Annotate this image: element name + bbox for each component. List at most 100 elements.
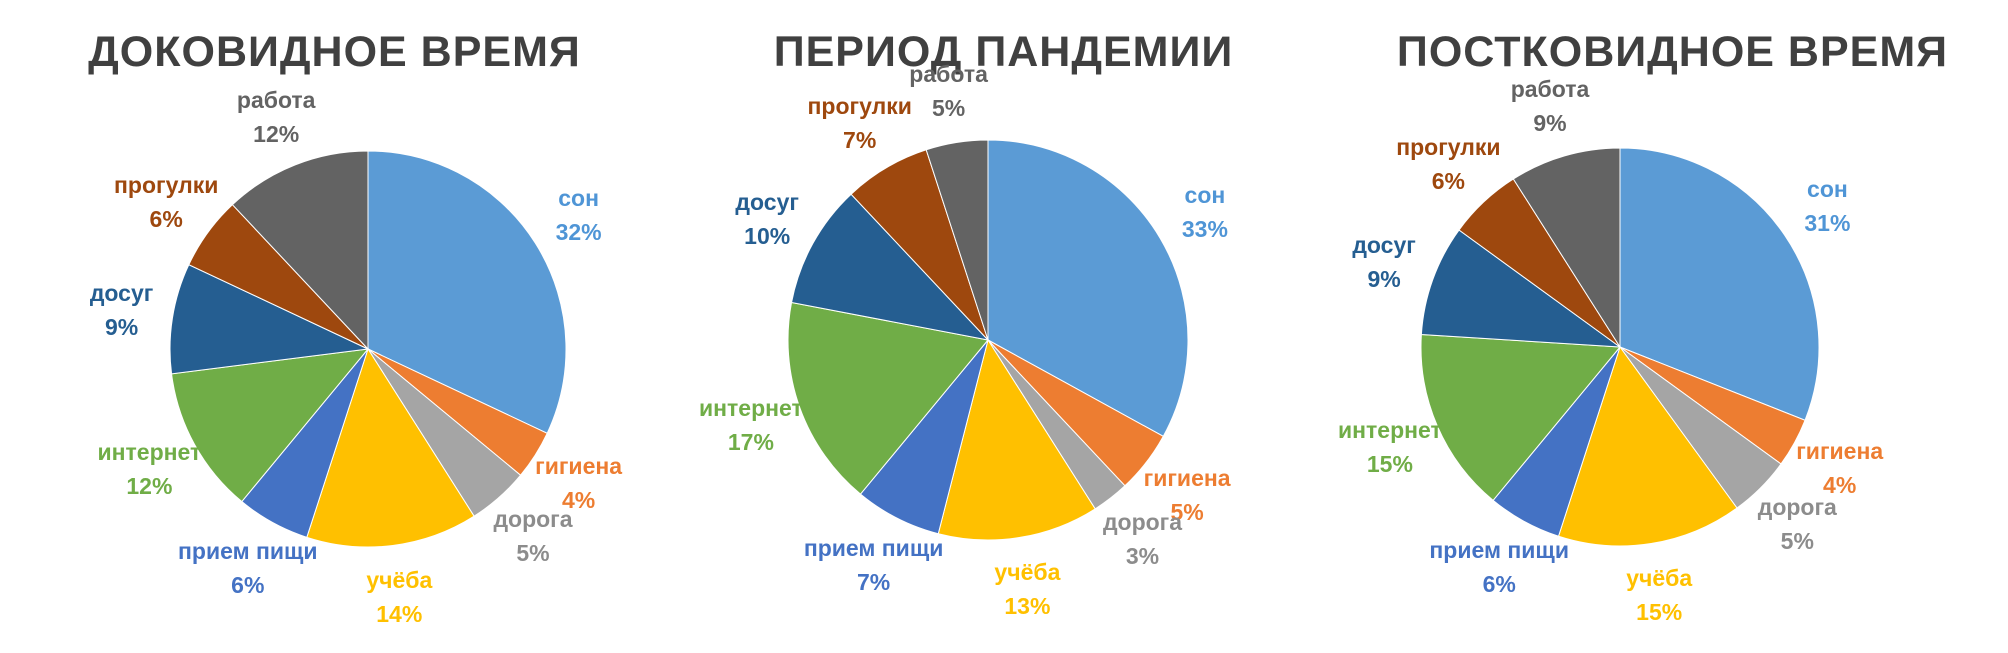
data-label-category: прием пищи (803, 534, 944, 561)
data-label-category: учёба (1626, 564, 1693, 591)
pie-slice-работа (1512, 147, 1621, 349)
data-label-работа: работа 12% (237, 83, 316, 151)
data-label-value: 12% (253, 121, 300, 147)
data-label-category: интернет (97, 439, 202, 466)
data-label-value: 13% (1004, 592, 1051, 619)
data-label-category: прогулки (114, 172, 219, 199)
chart-title: ПЕРИОД ПАНДЕМИИ (773, 28, 1234, 76)
pie-slice-досуг (169, 264, 370, 375)
data-label-category: сон (558, 185, 599, 212)
data-label-category: досуг (1352, 232, 1416, 259)
data-label-дорога: дорога 3% (1103, 505, 1182, 573)
pie-slice-интернет (1420, 333, 1622, 502)
data-label-category: гигиена (1796, 437, 1884, 464)
data-label-value: 12% (126, 473, 173, 500)
data-label-value: 6% (149, 206, 183, 233)
data-label-value: 7% (856, 568, 891, 595)
data-label-category: дорога (1757, 494, 1837, 521)
data-label-сон: сон 31% (1804, 172, 1850, 240)
data-label-value: 3% (1125, 543, 1160, 570)
data-label-category: работа (909, 61, 988, 88)
data-label-интернет: интернет 17% (699, 391, 803, 459)
data-label-category: дорога (493, 506, 573, 533)
pie-slice-сон (987, 139, 1189, 438)
data-label-category: досуг (89, 280, 154, 306)
data-label-category: интернет (699, 395, 803, 422)
data-label-category: прием пищи (1429, 536, 1569, 563)
pie-chart-3: ПОСТКОВИДНОЕ ВРЕМЯ сон 31% гигиена 4% дорога 5… (1338, 0, 2007, 653)
data-label-дорога: дорога 5% (493, 502, 572, 570)
data-label-value: 9% (1367, 266, 1401, 293)
pie-slice-учёба (1557, 345, 1738, 547)
data-label-value: 5% (516, 540, 550, 567)
data-label-прогулки: прогулки 6% (1396, 130, 1500, 198)
data-label-прием-пищи: прием пищи 6% (178, 534, 318, 602)
data-label-досуг: досуг 9% (1352, 228, 1416, 296)
data-label-category: прогулки (1396, 134, 1501, 161)
data-label-value: 6% (1482, 570, 1516, 597)
data-label-value: 17% (727, 429, 774, 456)
data-label-category: гигиена (535, 452, 623, 479)
data-label-value: 31% (1804, 210, 1851, 237)
pie-slice-досуг (790, 193, 990, 341)
data-label-value: 4% (1823, 471, 1857, 498)
data-label-value: 5% (1780, 528, 1814, 555)
data-label-value: 7% (843, 127, 877, 154)
data-label-category: учёба (994, 558, 1061, 585)
pie-svg (787, 139, 1189, 541)
data-label-value: 10% (744, 222, 791, 249)
data-label-value: 9% (104, 314, 139, 340)
data-label-category: работа (1510, 76, 1590, 103)
data-label-досуг: досуг 10% (735, 185, 799, 253)
data-label-прием-пищи: прием пищи 6% (1429, 533, 1569, 601)
data-label-category: прогулки (807, 93, 912, 120)
data-label-гигиена: гигиена 4% (1796, 434, 1883, 502)
pie-slice-работа (231, 150, 369, 351)
data-label-досуг: досуг 9% (90, 276, 154, 344)
data-label-value: 15% (1636, 598, 1683, 625)
data-label-прогулки: прогулки 6% (114, 168, 218, 236)
data-label-прогулки: прогулки 7% (808, 89, 912, 157)
data-label-дорога: дорога 5% (1758, 490, 1837, 558)
data-label-category: интернет (1338, 416, 1442, 443)
pie-slice-сон (367, 150, 567, 434)
data-label-гигиена: гигиена 4% (535, 449, 622, 517)
data-label-сон: сон 32% (556, 181, 602, 249)
data-label-category: гигиена (1143, 464, 1231, 491)
data-label-category: прием пищи (178, 537, 318, 564)
data-label-работа: работа 5% (909, 57, 988, 125)
data-label-учёба: учёба 13% (994, 555, 1060, 623)
data-label-учёба: учёба 14% (366, 563, 432, 631)
data-label-value: 4% (561, 486, 596, 513)
chart-title: ДОКОВИДНОЕ ВРЕМЯ (88, 28, 581, 76)
data-label-прием-пищи: прием пищи 7% (804, 531, 944, 599)
pie-chart-2: ПЕРИОД ПАНДЕМИИ сон 33% гигиена 5% дорога 3% уч… (669, 0, 1338, 653)
data-label-работа: работа 9% (1511, 72, 1590, 140)
pie-chart-1: ДОКОВИДНОЕ ВРЕМЯ сон 32% гигиена 4% дорога 5% у… (0, 0, 669, 653)
pie-slice-интернет (171, 348, 370, 503)
pie-slice-интернет (787, 301, 989, 495)
data-label-гигиена: гигиена 5% (1144, 461, 1231, 529)
data-label-value: 6% (231, 571, 265, 598)
pie-slice-работа (925, 139, 989, 341)
data-label-category: сон (1807, 176, 1848, 203)
data-label-интернет: интернет 15% (1338, 413, 1442, 481)
data-label-value: 32% (555, 219, 602, 246)
data-label-value: 5% (931, 95, 966, 122)
data-label-сон: сон 33% (1182, 178, 1228, 246)
data-label-category: досуг (735, 188, 799, 215)
data-label-value: 5% (1170, 498, 1204, 525)
pie-slice-учёба (306, 347, 475, 548)
data-label-category: учёба (366, 566, 433, 593)
pie-slice-учёба (937, 338, 1096, 541)
data-label-учёба: учёба 15% (1626, 561, 1692, 629)
data-label-category: сон (1184, 181, 1226, 208)
data-label-value: 14% (376, 600, 423, 627)
pie-slice-досуг (1420, 229, 1622, 348)
pie-svg (169, 150, 567, 548)
data-label-category: дорога (1102, 509, 1183, 536)
data-label-category: работа (236, 87, 316, 113)
data-label-интернет: интернет 12% (98, 435, 202, 503)
data-label-value: 6% (1431, 168, 1466, 195)
